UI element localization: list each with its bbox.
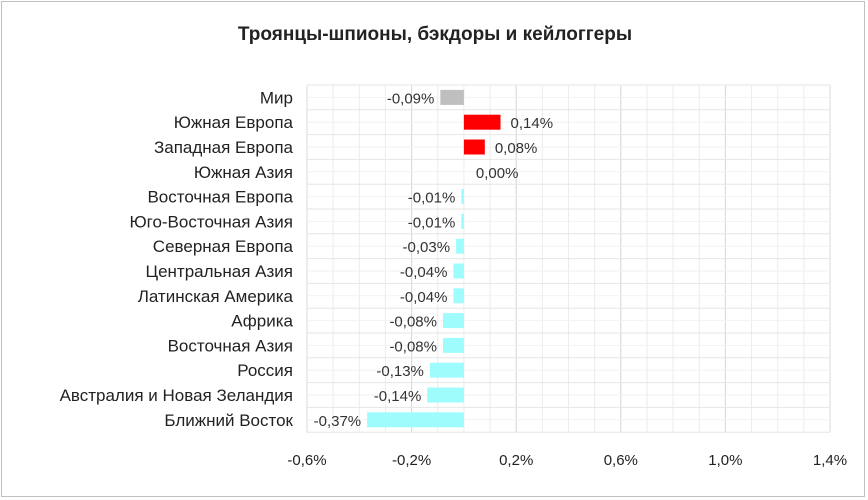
bar	[463, 139, 485, 155]
x-tick-label: 0,6%	[604, 452, 638, 469]
category-label: Северная Европа	[153, 237, 294, 256]
data-label: -0,04%	[400, 289, 448, 306]
x-tick-label: 1,4%	[813, 452, 847, 469]
bar	[429, 362, 464, 378]
category-label: Западная Европа	[154, 138, 294, 157]
data-label: -0,04%	[400, 264, 448, 281]
bar	[442, 337, 464, 353]
category-label: Африка	[231, 312, 293, 331]
data-label: -0,08%	[389, 314, 437, 331]
bar	[442, 313, 464, 329]
data-label: -0,13%	[376, 363, 424, 380]
category-label: Восточная Европа	[147, 188, 293, 207]
category-label: Южная Азия	[194, 163, 293, 182]
data-label: -0,01%	[408, 190, 456, 207]
data-label: -0,14%	[374, 388, 422, 405]
category-label: Восточная Азия	[168, 336, 293, 355]
x-tick-label: 1,0%	[708, 452, 742, 469]
data-label: -0,08%	[389, 338, 437, 355]
category-label: Южная Европа	[174, 113, 294, 132]
data-label: -0,09%	[387, 90, 435, 107]
data-label: -0,03%	[403, 239, 451, 256]
bar	[427, 387, 464, 403]
category-label: Австралия и Новая Зеландия	[60, 386, 293, 405]
chart-title: Троянцы-шпионы, бэкдоры и кейлоггеры	[237, 24, 633, 45]
bar	[440, 89, 464, 105]
x-tick-label: -0,6%	[287, 452, 326, 469]
category-label: Ближний Восток	[164, 411, 293, 430]
bar	[463, 114, 501, 130]
bar	[453, 263, 464, 279]
category-label: Центральная Азия	[146, 262, 294, 281]
category-label: Латинская Америка	[138, 287, 294, 306]
bar	[461, 213, 464, 229]
data-label: 0,08%	[495, 140, 538, 157]
data-label: -0,37%	[314, 413, 362, 430]
bar	[367, 412, 464, 428]
x-tick-label: 0,2%	[499, 452, 533, 469]
data-label: 0,00%	[476, 165, 519, 182]
data-label: -0,01%	[408, 214, 456, 231]
category-label: Юго-Восточная Азия	[129, 212, 293, 231]
category-label: Россия	[237, 361, 293, 380]
bar	[453, 288, 464, 304]
bar	[461, 189, 464, 205]
bar	[456, 238, 464, 254]
category-label: Мир	[260, 88, 293, 107]
x-tick-label: -0,2%	[392, 452, 431, 469]
data-label: 0,14%	[511, 115, 554, 132]
